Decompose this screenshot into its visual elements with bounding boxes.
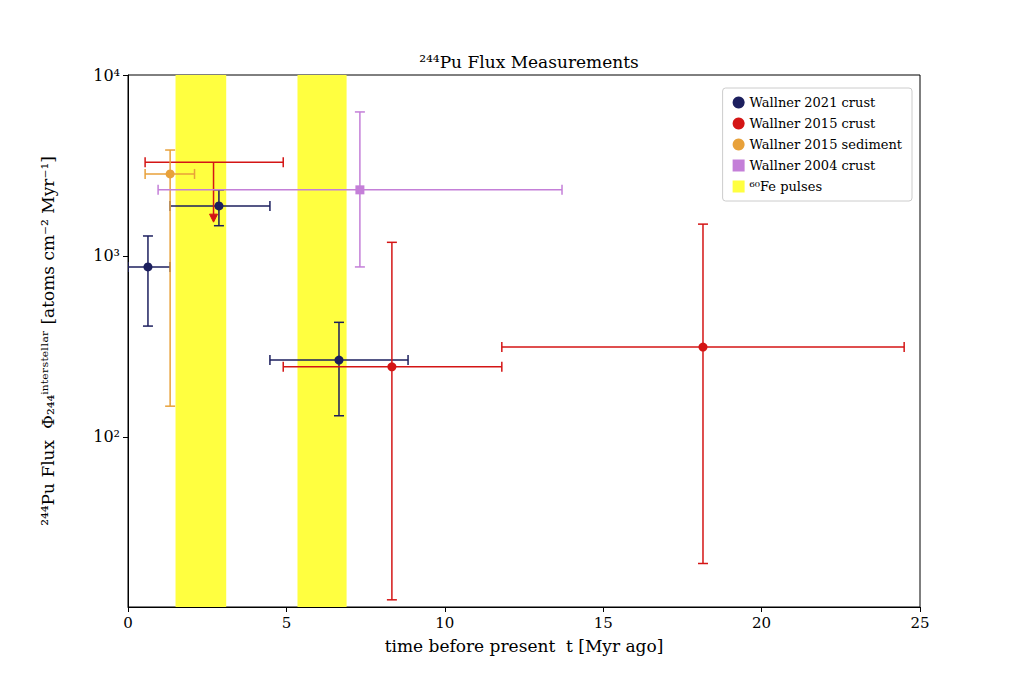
svg-text:0: 0 — [123, 614, 133, 632]
svg-text:5: 5 — [282, 614, 292, 632]
svg-text:Wallner 2015 crust: Wallner 2015 crust — [750, 116, 876, 131]
svg-text:Wallner 2021 crust: Wallner 2021 crust — [750, 95, 876, 110]
svg-text:²⁴⁴Pu Flux Measurements: ²⁴⁴Pu Flux Measurements — [419, 52, 639, 72]
svg-text:20: 20 — [752, 614, 771, 632]
svg-text:time before present t [Myr ag: time before present t [Myr ago] — [385, 636, 664, 656]
svg-text:Wallner 2015 sediment: Wallner 2015 sediment — [750, 137, 903, 152]
svg-text:15: 15 — [594, 614, 613, 632]
svg-text:²⁴⁴Pu Flux Φ₂₄₄ⁱⁿᵗᵉʳˢᵗᵉˡˡᵃʳ [: ²⁴⁴Pu Flux Φ₂₄₄ⁱⁿᵗᵉʳˢᵗᵉˡˡᵃʳ [atoms cm⁻² … — [38, 156, 58, 526]
svg-text:10²: 10² — [93, 427, 120, 446]
svg-text:10³: 10³ — [93, 246, 120, 265]
svg-text:25: 25 — [910, 614, 929, 632]
svg-text:⁶⁰Fe pulses: ⁶⁰Fe pulses — [750, 179, 822, 194]
svg-text:Wallner 2004 crust: Wallner 2004 crust — [750, 158, 876, 173]
svg-text:10: 10 — [435, 614, 454, 632]
svg-text:10⁴: 10⁴ — [93, 66, 120, 85]
